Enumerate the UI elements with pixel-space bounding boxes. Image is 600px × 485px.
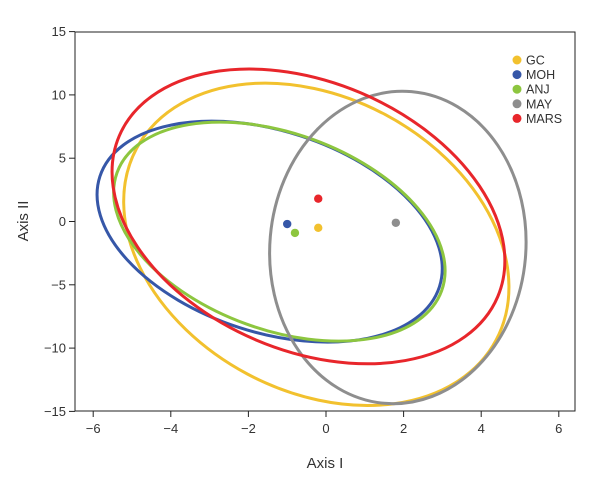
x-axis-ticks: −6 −4 −2 0 2 4 6 xyxy=(86,411,562,436)
centroid-moh xyxy=(283,219,292,229)
centroids-layer xyxy=(283,194,401,238)
y-tick-label: −15 xyxy=(44,404,66,419)
legend-label-may: MAY xyxy=(526,97,553,111)
x-axis-title: Axis I xyxy=(307,455,344,472)
y-tick-label: −10 xyxy=(44,341,66,356)
y-axis-title: Axis II xyxy=(15,201,32,242)
legend-marker-anj xyxy=(512,84,522,94)
x-tick-label: −6 xyxy=(86,421,101,436)
legend-label-moh: MOH xyxy=(526,68,555,82)
plot-frame xyxy=(74,31,576,412)
y-tick-label: 10 xyxy=(52,87,66,102)
centroid-gc xyxy=(314,223,323,233)
x-tick-label: −4 xyxy=(163,421,178,436)
centroid-anj xyxy=(290,228,300,238)
ellipse-gc xyxy=(122,81,511,407)
ellipse-may xyxy=(268,89,528,406)
centroid-may xyxy=(391,218,401,227)
y-tick-label: −5 xyxy=(51,277,66,292)
legend-label-anj: ANJ xyxy=(526,83,550,97)
ellipse-anj xyxy=(112,120,447,343)
centroid-mars xyxy=(314,194,323,203)
y-tick-label: 0 xyxy=(59,214,66,229)
y-tick-label: 5 xyxy=(59,151,66,166)
y-tick-label: 15 xyxy=(52,24,66,39)
legend-label-mars: MARS xyxy=(526,112,562,126)
legend-marker-may xyxy=(512,99,522,109)
legend-label-gc: GC xyxy=(526,54,545,68)
x-tick-label: 4 xyxy=(478,421,485,436)
legend-marker-moh xyxy=(512,70,522,80)
legend-marker-mars xyxy=(512,113,522,123)
legend-marker-gc xyxy=(512,55,522,65)
x-tick-label: 6 xyxy=(555,421,562,436)
x-tick-label: −2 xyxy=(241,421,256,436)
x-tick-label: 0 xyxy=(322,421,329,436)
ellipses-layer xyxy=(95,67,528,407)
ellipse-mars xyxy=(110,67,507,366)
x-tick-label: 2 xyxy=(400,421,407,436)
y-axis-ticks: −15 −10 −5 0 5 10 15 xyxy=(44,24,75,419)
